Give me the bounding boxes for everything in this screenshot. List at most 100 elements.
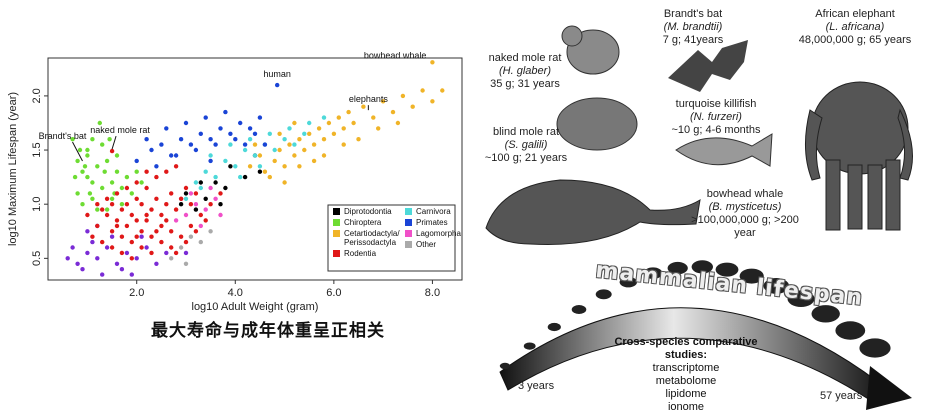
data-point (129, 272, 134, 277)
mammal-silhouette-icon (739, 268, 764, 284)
animal-illustrations (485, 25, 913, 245)
data-point (149, 207, 154, 212)
data-point (321, 137, 327, 142)
data-point (100, 185, 105, 191)
data-point (90, 180, 95, 185)
data-point (129, 191, 134, 196)
comparative-studies: Cross-species comparative studies: trans… (606, 336, 766, 414)
data-point (109, 229, 115, 234)
data-point (169, 256, 174, 261)
chart-legend: Diprotodontia Chiroptera Cetartiodactyla/P… (327, 204, 461, 272)
data-point (193, 229, 199, 234)
data-point (124, 202, 130, 207)
data-point (257, 164, 263, 169)
data-point (287, 142, 292, 147)
data-point (228, 164, 233, 169)
data-point (223, 158, 228, 164)
chart-axes: 2.0 4.0 6.0 8.0 0.5 1.0 1.5 2.0 log10 Adult Weig… (7, 88, 440, 313)
legend-label: Chiroptera (344, 218, 382, 227)
data-point (164, 202, 169, 207)
data-point (188, 142, 194, 147)
y-tick-label: 1.5 (31, 142, 43, 157)
data-point (114, 223, 120, 229)
data-point (213, 180, 218, 185)
data-point (198, 131, 203, 136)
data-point (75, 158, 80, 164)
data-point (183, 261, 189, 266)
data-point (193, 147, 199, 153)
data-point (104, 196, 110, 201)
data-point (311, 158, 317, 164)
data-point (114, 218, 120, 223)
mammal-silhouette-icon (667, 261, 688, 275)
data-point (114, 191, 120, 196)
data-point (154, 196, 159, 201)
data-point (134, 196, 139, 201)
data-point (257, 153, 263, 158)
data-point (218, 202, 223, 207)
data-point (188, 223, 194, 229)
data-point (326, 120, 332, 126)
chart-annotation: bowhead whale (364, 50, 427, 60)
data-point (321, 115, 327, 120)
data-point (218, 191, 223, 196)
data-point (80, 267, 85, 272)
data-point (410, 104, 415, 109)
annotation-arrow (111, 135, 117, 150)
data-point (70, 245, 75, 250)
data-point (292, 142, 297, 147)
data-point (139, 180, 144, 185)
data-point (134, 218, 139, 223)
data-point (208, 137, 213, 142)
mammal-silhouette-icon (715, 262, 739, 277)
data-point (282, 180, 287, 185)
data-point (114, 169, 120, 174)
data-point (85, 147, 90, 153)
data-point (257, 169, 263, 174)
data-point (275, 82, 280, 88)
legend-swatch (333, 230, 340, 237)
label-african-elephant: African elephant (L. africana) 48,000,00… (798, 8, 912, 46)
data-point (252, 142, 258, 147)
data-point (173, 164, 179, 169)
data-point (109, 196, 115, 201)
mammal-silhouette-icon (619, 276, 637, 288)
data-point (297, 164, 302, 169)
brandts-bat-illustration (668, 40, 748, 92)
legend-label: Lagomorpha (416, 229, 461, 238)
x-axis-label: log10 Adult Weight (gram) (192, 301, 319, 313)
bowhead-whale-illustration (485, 179, 701, 245)
mammal-silhouette-icon (859, 338, 891, 358)
data-point (159, 212, 164, 218)
data-point (208, 158, 213, 164)
data-point (287, 126, 292, 131)
data-point (77, 147, 83, 153)
data-point (292, 153, 297, 158)
data-point (188, 234, 194, 239)
data-point (134, 234, 139, 239)
data-point (223, 185, 228, 191)
data-point (104, 207, 110, 212)
data-point (90, 196, 95, 201)
data-point (85, 250, 90, 256)
data-point (65, 256, 70, 261)
data-point (85, 212, 90, 218)
data-point (144, 245, 149, 250)
data-point (302, 147, 307, 153)
data-point (282, 164, 287, 169)
data-point (233, 137, 238, 142)
data-point (173, 207, 179, 212)
data-point (124, 250, 130, 256)
data-point (154, 229, 159, 234)
data-point (277, 131, 282, 136)
legend-swatch (405, 241, 412, 248)
lifespan-arc (499, 307, 912, 410)
data-point (311, 142, 317, 147)
data-point (119, 250, 125, 256)
data-point (75, 191, 80, 196)
data-point (203, 115, 208, 120)
data-point (193, 207, 199, 212)
data-point (119, 202, 125, 207)
data-point (149, 250, 154, 256)
mammal-silhouette-icon (595, 289, 612, 300)
